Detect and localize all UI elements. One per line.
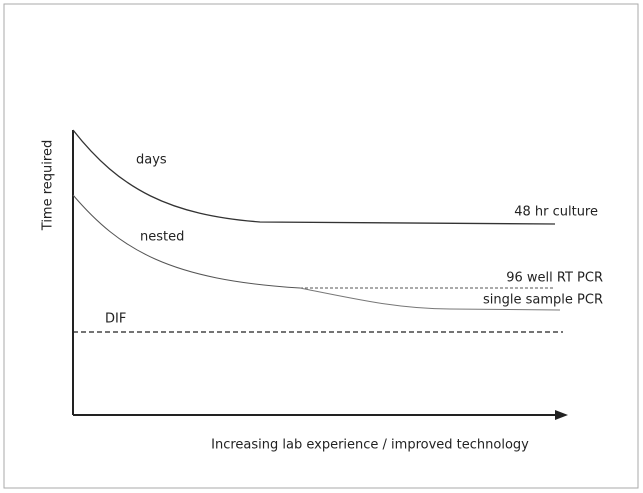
x-axis-label: Increasing lab experience / improved tec…	[211, 438, 529, 453]
y-axis-label: Time required	[41, 140, 56, 231]
curve-end-label: single sample PCR	[483, 293, 603, 308]
curve-label: nested	[140, 230, 184, 245]
x-axis-arrow	[555, 410, 568, 420]
curve-end-label: 48 hr culture	[514, 205, 598, 220]
nested-curve	[72, 194, 301, 289]
single-pcr-curve	[299, 287, 561, 311]
curve-label: DIF	[105, 312, 126, 327]
frame	[3, 3, 639, 489]
days-curve	[72, 129, 556, 225]
curve-end-label: 96 well RT PCR	[506, 271, 603, 286]
curve-label: days	[136, 153, 167, 168]
